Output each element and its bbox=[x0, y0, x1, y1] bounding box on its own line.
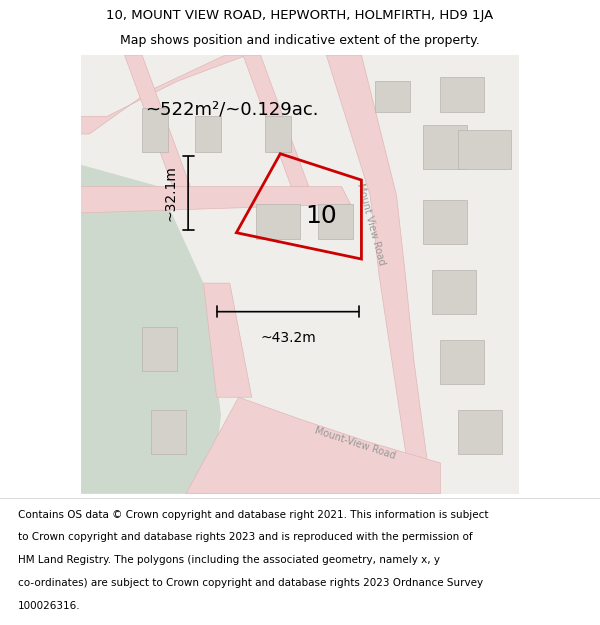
Polygon shape bbox=[80, 55, 247, 134]
Polygon shape bbox=[440, 77, 484, 112]
Text: 10, MOUNT VIEW ROAD, HEPWORTH, HOLMFIRTH, HD9 1JA: 10, MOUNT VIEW ROAD, HEPWORTH, HOLMFIRTH… bbox=[106, 9, 494, 22]
Polygon shape bbox=[265, 116, 291, 151]
Text: Mount-View Road: Mount-View Road bbox=[313, 426, 397, 461]
Polygon shape bbox=[186, 398, 440, 494]
Text: Contains OS data © Crown copyright and database right 2021. This information is : Contains OS data © Crown copyright and d… bbox=[18, 509, 488, 519]
Polygon shape bbox=[423, 200, 467, 244]
Polygon shape bbox=[243, 55, 309, 187]
Text: to Crown copyright and database rights 2023 and is reproduced with the permissio: to Crown copyright and database rights 2… bbox=[18, 532, 473, 542]
Polygon shape bbox=[142, 327, 177, 371]
Polygon shape bbox=[458, 411, 502, 454]
Polygon shape bbox=[440, 340, 484, 384]
Polygon shape bbox=[317, 204, 353, 239]
Polygon shape bbox=[203, 283, 252, 398]
Polygon shape bbox=[80, 187, 350, 213]
Polygon shape bbox=[194, 116, 221, 151]
Polygon shape bbox=[142, 107, 169, 151]
Polygon shape bbox=[256, 204, 300, 239]
Polygon shape bbox=[151, 411, 186, 454]
Text: HM Land Registry. The polygons (including the associated geometry, namely x, y: HM Land Registry. The polygons (includin… bbox=[18, 556, 440, 566]
Polygon shape bbox=[458, 129, 511, 169]
Text: ~522m²/~0.129ac.: ~522m²/~0.129ac. bbox=[145, 101, 319, 119]
Text: co-ordinates) are subject to Crown copyright and database rights 2023 Ordnance S: co-ordinates) are subject to Crown copyr… bbox=[18, 578, 483, 588]
Polygon shape bbox=[423, 125, 467, 169]
Polygon shape bbox=[431, 270, 476, 314]
Text: 100026316.: 100026316. bbox=[18, 601, 80, 611]
Text: Mount View Road: Mount View Road bbox=[355, 182, 387, 266]
Polygon shape bbox=[326, 55, 431, 494]
Text: ~43.2m: ~43.2m bbox=[260, 331, 316, 346]
Text: 10: 10 bbox=[305, 204, 337, 228]
Text: ~32.1m: ~32.1m bbox=[164, 165, 178, 221]
Polygon shape bbox=[124, 55, 190, 187]
Polygon shape bbox=[80, 164, 221, 494]
Text: Map shows position and indicative extent of the property.: Map shows position and indicative extent… bbox=[120, 34, 480, 48]
Polygon shape bbox=[374, 81, 410, 112]
